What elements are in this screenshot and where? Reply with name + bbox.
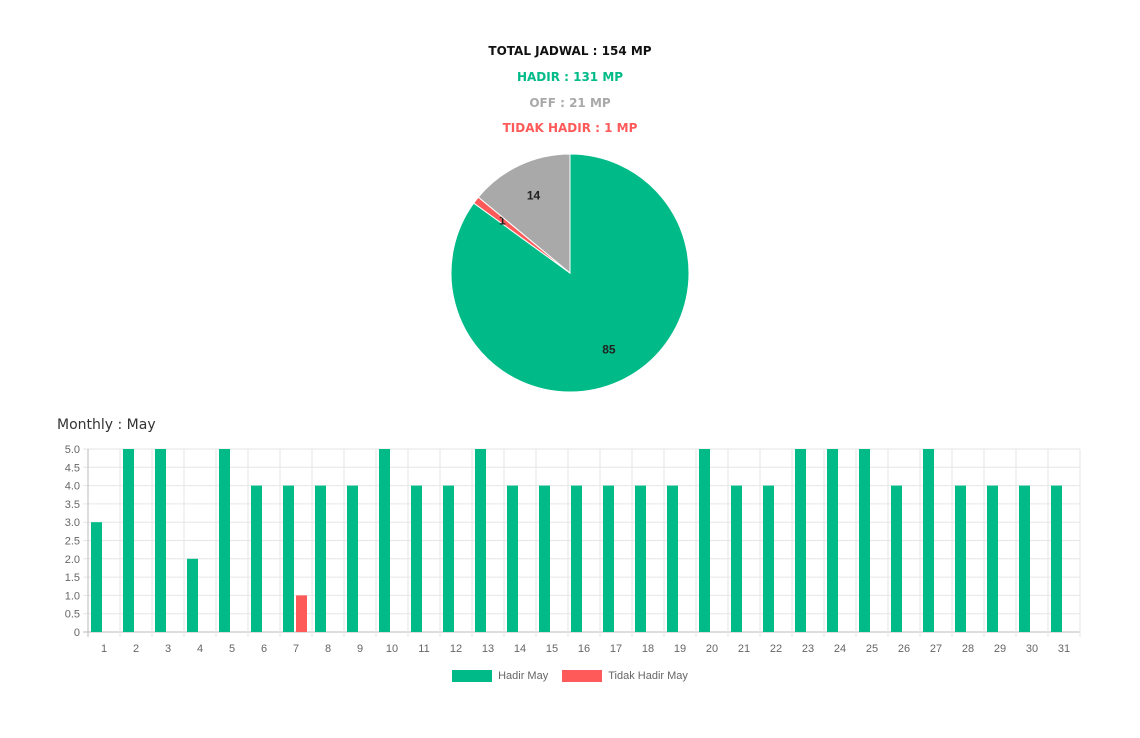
bar-hadir[interactable] [603, 485, 614, 632]
bar-hadir[interactable] [475, 449, 486, 632]
x-tick-label: 2 [133, 643, 139, 655]
bar-hadir[interactable] [859, 449, 870, 632]
pie-label-tidak-hadir: 1 [499, 213, 506, 227]
x-tick-label: 8 [325, 643, 331, 655]
bar-hadir[interactable] [315, 485, 326, 632]
y-tick-label: 0 [74, 627, 80, 639]
pie-label-hadir: 85 [602, 342, 616, 356]
y-tick-label: 2.0 [65, 554, 80, 566]
bar-hadir[interactable] [219, 449, 230, 632]
x-tick-label: 21 [738, 643, 750, 655]
bar-hadir[interactable] [187, 558, 198, 632]
bar-hadir[interactable] [571, 485, 582, 632]
bar-hadir[interactable] [283, 485, 294, 632]
bar-hadir[interactable] [1051, 485, 1062, 632]
total-schedule-label: TOTAL JADWAL : 154 MP [488, 44, 652, 58]
y-tick-label: 4.5 [65, 462, 80, 474]
y-tick-label: 3.5 [65, 499, 80, 511]
y-tick-label: 3.0 [65, 517, 80, 529]
x-tick-label: 31 [1058, 643, 1070, 655]
legend-swatch-tidak-hadir [562, 670, 603, 682]
monthly-bar-chart: 00.51.01.52.02.53.03.54.04.55.01 2 3 4 5 6 7 8 9… [65, 444, 1081, 655]
y-tick-label: 1.0 [65, 590, 80, 602]
x-tick-label: 26 [898, 643, 910, 655]
bar-hadir[interactable] [507, 485, 518, 632]
x-tick-label: 22 [770, 643, 782, 655]
bar-hadir[interactable] [667, 485, 678, 632]
bar-hadir[interactable] [827, 449, 838, 632]
x-tick-label: 16 [578, 643, 590, 655]
bar-tidak-hadir[interactable] [296, 595, 307, 632]
bar-hadir[interactable] [891, 485, 902, 632]
bar-hadir[interactable] [91, 522, 102, 632]
x-tick-label: 10 [386, 643, 398, 655]
bar-hadir[interactable] [347, 485, 358, 632]
x-tick-label: 12 [450, 643, 462, 655]
x-tick-label: 19 [674, 643, 686, 655]
x-tick-label: 25 [866, 643, 878, 655]
legend-item-hadir[interactable]: Hadir May [452, 670, 548, 682]
x-tick-label: 23 [802, 643, 814, 655]
legend-label-hadir: Hadir May [498, 670, 549, 682]
bar-hadir[interactable] [443, 485, 454, 632]
x-tick-label: 7 [293, 643, 299, 655]
x-tick-label: 5 [229, 643, 235, 655]
bar-hadir[interactable] [795, 449, 806, 632]
y-tick-label: 5.0 [65, 444, 80, 456]
x-tick-label: 27 [930, 643, 942, 655]
legend-label-tidak-hadir: Tidak Hadir May [608, 670, 688, 682]
x-tick-label: 1 [101, 643, 107, 655]
bar-hadir[interactable] [923, 449, 934, 632]
bar-hadir[interactable] [699, 449, 710, 632]
pie-slice-off[interactable] [477, 153, 571, 275]
bar-hadir[interactable] [635, 485, 646, 632]
legend-swatch-hadir [452, 670, 493, 682]
x-tick-label: 6 [261, 643, 267, 655]
x-tick-label: 15 [546, 643, 558, 655]
present-count-label: HADIR : 131 MP [516, 70, 624, 84]
attendance-pie-chart: 85 1 14 [450, 153, 690, 393]
y-tick-label: 2.5 [65, 536, 80, 548]
bar-chart-legend: Hadir May Tidak Hadir May [0, 670, 1140, 682]
x-tick-label: 13 [482, 643, 494, 655]
bar-hadir[interactable] [379, 449, 390, 632]
bar-hadir[interactable] [731, 485, 742, 632]
x-tick-label: 28 [962, 643, 974, 655]
bar-hadir[interactable] [251, 485, 262, 632]
y-tick-label: 4.0 [65, 481, 80, 493]
bar-hadir[interactable] [1019, 485, 1030, 632]
pie-label-off: 14 [527, 188, 541, 202]
x-tick-label: 30 [1026, 643, 1038, 655]
legend-item-tidak-hadir[interactable]: Tidak Hadir May [562, 670, 688, 682]
x-tick-label: 9 [357, 643, 363, 655]
x-tick-label: 20 [706, 643, 718, 655]
bar-hadir[interactable] [987, 485, 998, 632]
monthly-chart-title: Monthly : May [57, 417, 156, 433]
x-tick-label: 4 [197, 643, 203, 655]
y-tick-label: 1.5 [65, 572, 80, 584]
x-tick-label: 24 [834, 643, 846, 655]
bar-hadir[interactable] [955, 485, 966, 632]
x-tick-label: 11 [418, 643, 429, 655]
bar-hadir[interactable] [155, 449, 166, 632]
x-tick-label: 3 [165, 643, 171, 655]
x-tick-label: 14 [514, 643, 526, 655]
off-count-label: OFF : 21 MP [529, 96, 611, 110]
absent-count-label: TIDAK HADIR : 1 MP [502, 121, 638, 135]
bar-hadir[interactable] [763, 485, 774, 632]
bar-hadir[interactable] [123, 449, 134, 632]
y-tick-label: 0.5 [65, 609, 80, 621]
x-tick-label: 17 [610, 643, 622, 655]
bar-hadir[interactable] [539, 485, 550, 632]
x-tick-label: 18 [642, 643, 654, 655]
bar-hadir[interactable] [411, 485, 422, 632]
x-tick-label: 29 [994, 643, 1006, 655]
